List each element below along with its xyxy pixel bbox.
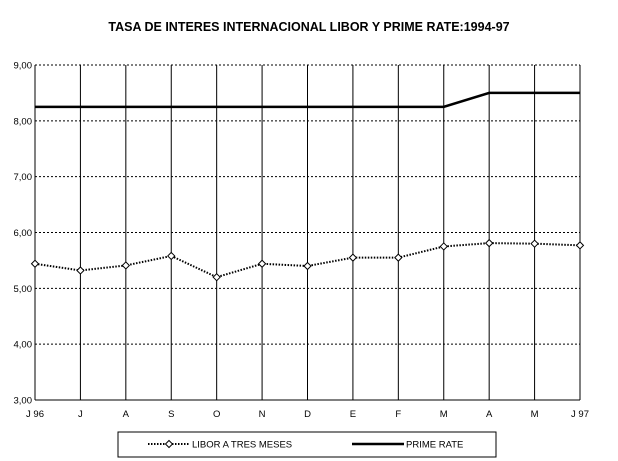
x-tick-label: S: [168, 409, 174, 420]
y-tick-label: 6,00: [14, 228, 33, 239]
data-point-libor: [394, 253, 403, 262]
x-tick-label: J 96: [26, 409, 44, 420]
data-point-libor: [439, 242, 448, 251]
y-tick-label: 7,00: [14, 172, 33, 183]
y-tick-label: 5,00: [14, 284, 33, 295]
data-point-libor: [121, 261, 131, 270]
data-point-libor: [167, 251, 176, 261]
y-tick-label: 4,00: [14, 340, 33, 351]
x-tick-label: D: [304, 409, 311, 420]
x-tick-label: N: [259, 409, 266, 420]
x-tick-label: J: [78, 409, 83, 420]
x-tick-label: A: [123, 409, 130, 420]
y-tick-label: 8,00: [14, 116, 33, 127]
x-tick-label: M: [440, 409, 448, 420]
data-point-libor: [484, 238, 494, 248]
data-point-libor: [303, 261, 312, 271]
x-tick-label: J 97: [571, 409, 589, 420]
y-tick-label: 9,00: [14, 61, 33, 72]
legend-marker-libor: [164, 439, 174, 449]
data-point-libor: [348, 253, 358, 262]
x-tick-label: M: [531, 409, 539, 420]
data-point-libor: [30, 259, 40, 268]
data-point-libor: [530, 239, 539, 248]
chart-title: TASA DE INTERES INTERNACIONAL LIBOR Y PR…: [108, 20, 510, 34]
legend-label-prime-rate: PRIME RATE: [406, 440, 463, 451]
series-line-prime-rate: [35, 91, 580, 109]
data-point-libor: [76, 266, 85, 275]
legend-label-libor: LIBOR A TRES MESES: [192, 440, 292, 451]
x-tick-label: F: [395, 409, 401, 420]
y-tick-label: 3,00: [14, 396, 33, 407]
data-point-libor: [575, 241, 585, 250]
x-tick-label: A: [486, 409, 493, 420]
data-point-libor: [257, 259, 267, 268]
x-tick-label: E: [350, 409, 356, 420]
data-point-libor: [212, 272, 221, 282]
x-tick-label: O: [213, 409, 220, 420]
